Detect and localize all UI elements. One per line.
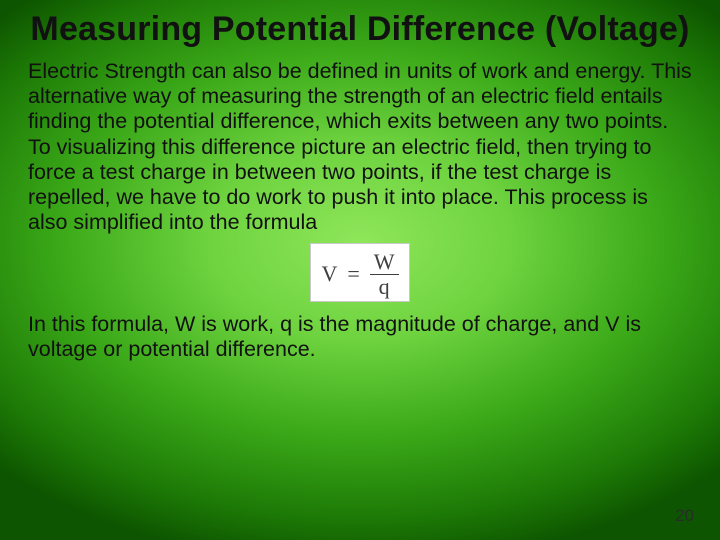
formula-lhs: V (321, 261, 337, 287)
paragraph-2: In this formula, W is work, q is the mag… (28, 312, 692, 362)
formula-numerator: W (370, 251, 399, 274)
paragraph-1: Electric Strength can also be defined in… (28, 59, 692, 235)
page-number: 20 (675, 506, 694, 526)
formula-container: V = W q (28, 243, 692, 302)
formula-fraction: W q (370, 251, 399, 298)
slide-title: Measuring Potential Difference (Voltage) (28, 10, 692, 49)
formula-equals: = (345, 261, 361, 287)
formula-box: V = W q (310, 243, 409, 302)
slide: Measuring Potential Difference (Voltage)… (0, 0, 720, 540)
formula: V = W q (321, 250, 398, 297)
formula-denominator: q (375, 275, 394, 298)
